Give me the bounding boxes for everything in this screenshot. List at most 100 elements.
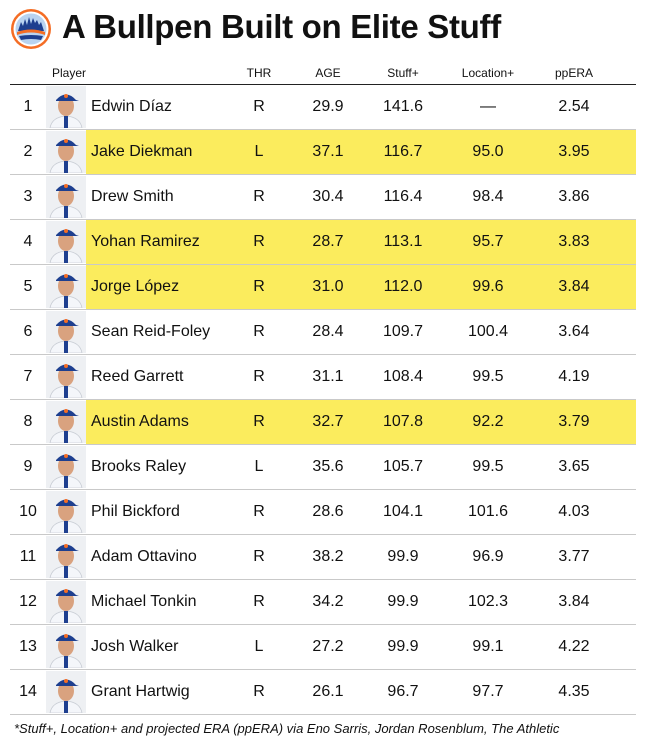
player-name: Jorge López — [91, 278, 180, 295]
column-header-player[interactable]: Player — [52, 66, 87, 80]
stuff-cell: 99.9 — [387, 638, 419, 655]
column-header-thr[interactable]: THR — [246, 66, 272, 80]
player-headshot-icon — [46, 491, 86, 533]
player-name: Josh Walker — [91, 638, 179, 655]
player-headshot-icon — [46, 131, 86, 173]
location-cell: 96.9 — [472, 548, 504, 565]
player-headshot-icon — [46, 266, 86, 308]
rank-cell: 7 — [23, 368, 33, 385]
stuff-cell: 113.1 — [383, 233, 423, 250]
player-name: Phil Bickford — [91, 503, 180, 520]
stuff-cell: 107.8 — [382, 413, 424, 430]
rank-cell: 4 — [23, 233, 33, 250]
age-cell: 35.6 — [312, 458, 344, 475]
location-cell: 95.7 — [472, 233, 504, 250]
age-cell: 28.6 — [312, 503, 344, 520]
stuff-cell: 112.0 — [383, 278, 423, 295]
stuff-cell: 108.4 — [382, 368, 424, 385]
player-headshot-icon — [46, 356, 86, 398]
player-headshot-icon — [46, 671, 86, 713]
table-body: 1 Edwin Díaz R 29.9 141.6 — 2.54 2 Jake Diekman L… — [10, 85, 636, 715]
ppera-cell: 4.35 — [558, 683, 590, 700]
location-cell: 100.4 — [467, 323, 509, 340]
player-headshot-icon — [46, 536, 86, 578]
location-cell: 101.6 — [467, 503, 509, 520]
column-header-location[interactable]: Location+ — [461, 66, 515, 80]
stuff-cell: 99.9 — [387, 593, 419, 610]
rank-cell: 11 — [19, 548, 37, 565]
player-name: Edwin Díaz — [91, 98, 172, 115]
row-highlight — [86, 130, 636, 174]
ppera-cell: 4.03 — [558, 503, 590, 520]
column-header-age[interactable]: AGE — [315, 66, 341, 80]
thr-cell: L — [254, 638, 264, 655]
ppera-cell: 3.95 — [558, 143, 590, 160]
location-cell: 98.4 — [472, 188, 504, 205]
age-cell: 31.0 — [312, 278, 344, 295]
player-headshot-icon — [46, 626, 86, 668]
thr-cell: R — [253, 503, 265, 520]
thr-cell: R — [253, 413, 265, 430]
stuff-cell: 116.4 — [383, 188, 423, 205]
thr-cell: R — [253, 683, 265, 700]
stuff-cell: 105.7 — [382, 458, 424, 475]
table-row: 3 Drew Smith R 30.4 116.4 98.4 3.86 — [10, 175, 636, 220]
page-title: A Bullpen Built on Elite Stuff — [62, 8, 501, 45]
player-name: Adam Ottavino — [91, 548, 197, 565]
ppera-cell: 4.19 — [558, 368, 590, 385]
rank-cell: 1 — [23, 98, 33, 115]
player-headshot-icon — [46, 581, 86, 623]
location-cell: 99.1 — [472, 638, 504, 655]
stuff-cell: 141.6 — [382, 98, 424, 115]
rank-cell: 3 — [23, 188, 33, 205]
table-row: 2 Jake Diekman L 37.1 116.7 95.0 3.95 — [10, 130, 636, 175]
column-header-stuff[interactable]: Stuff+ — [387, 66, 419, 80]
thr-cell: R — [253, 323, 265, 340]
table-row: 4 Yohan Ramirez R 28.7 113.1 95.7 3.83 — [10, 220, 636, 265]
table-row: 8 Austin Adams R 32.7 107.8 92.2 3.79 — [10, 400, 636, 445]
player-headshot-icon — [46, 176, 86, 218]
row-highlight — [86, 220, 636, 264]
ppera-cell: 3.65 — [558, 458, 590, 475]
table-row: 1 Edwin Díaz R 29.9 141.6 — 2.54 — [10, 85, 636, 130]
age-cell: 37.1 — [312, 143, 344, 160]
table-row: 6 Sean Reid-Foley R 28.4 109.7 100.4 3.64 — [10, 310, 636, 355]
player-name: Reed Garrett — [91, 368, 184, 385]
ppera-cell: 3.77 — [558, 548, 590, 565]
ppera-cell: 3.84 — [558, 278, 590, 295]
ppera-cell: 3.84 — [558, 593, 590, 610]
location-cell: 95.0 — [472, 143, 504, 160]
rank-cell: 8 — [23, 413, 33, 430]
rank-cell: 9 — [23, 458, 33, 475]
rank-cell: 10 — [19, 503, 37, 520]
thr-cell: R — [253, 188, 265, 205]
player-name: Yohan Ramirez — [91, 233, 200, 250]
table-row: 14 Grant Hartwig R 26.1 96.7 97.7 4.35 — [10, 670, 636, 715]
row-highlight — [86, 265, 636, 309]
column-header-ppera[interactable]: ppERA — [554, 66, 594, 80]
age-cell: 38.2 — [312, 548, 344, 565]
location-cell: — — [480, 98, 496, 115]
stats-table: Player THR AGE Stuff+ Location+ ppERA 1 E… — [10, 60, 636, 715]
table-row: 12 Michael Tonkin R 34.2 99.9 102.3 3.84 — [10, 580, 636, 625]
table-row: 10 Phil Bickford R 28.6 104.1 101.6 4.03 — [10, 490, 636, 535]
table-row: 7 Reed Garrett R 31.1 108.4 99.5 4.19 — [10, 355, 636, 400]
location-cell: 99.5 — [472, 458, 504, 475]
location-cell: 102.3 — [467, 593, 509, 610]
player-name: Michael Tonkin — [91, 593, 197, 610]
header: A Bullpen Built on Elite Stuff — [0, 0, 646, 58]
ppera-cell: 3.64 — [558, 323, 590, 340]
thr-cell: L — [254, 143, 264, 160]
player-headshot-icon — [46, 86, 86, 128]
thr-cell: R — [253, 548, 265, 565]
table-row: 13 Josh Walker L 27.2 99.9 99.1 4.22 — [10, 625, 636, 670]
rank-cell: 2 — [23, 143, 33, 160]
location-cell: 97.7 — [472, 683, 504, 700]
player-headshot-icon — [46, 401, 86, 443]
ppera-cell: 3.79 — [558, 413, 590, 430]
rank-cell: 5 — [23, 278, 33, 295]
thr-cell: R — [253, 593, 265, 610]
age-cell: 32.7 — [312, 413, 344, 430]
location-cell: 99.6 — [472, 278, 504, 295]
rank-cell: 13 — [19, 638, 37, 655]
